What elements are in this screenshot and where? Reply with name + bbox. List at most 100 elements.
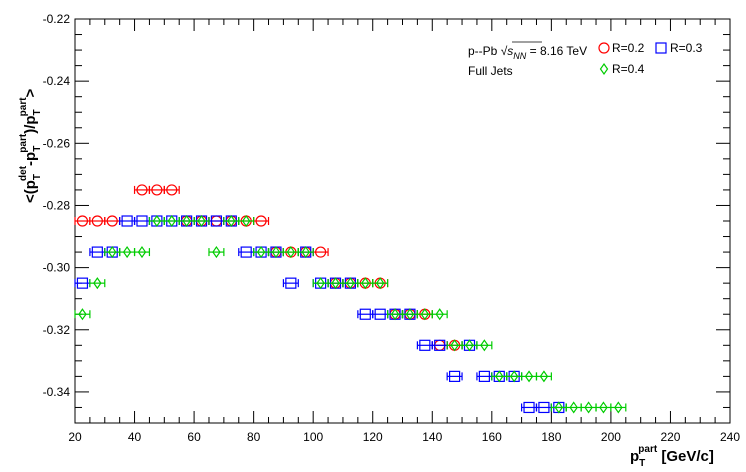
data-point [520, 401, 538, 414]
marker-diamond [480, 339, 489, 352]
x-tick-label: 240 [720, 430, 740, 444]
data-point [446, 339, 463, 352]
y-tick-label: -0.22 [43, 12, 71, 26]
data-point [580, 401, 597, 414]
data-point [535, 401, 552, 414]
x-tick-label: 100 [303, 430, 323, 444]
marker-diamond [167, 214, 176, 228]
marker-diamond [182, 214, 191, 228]
marker-square [76, 277, 89, 289]
marker-square [419, 339, 431, 351]
axis-ticks: 20 40 60 80 100 120 140 160 180 200 220 240 -0.34 -0.… [43, 12, 741, 444]
legend: R=0.2 R=0.3 R=0.4 [598, 41, 703, 76]
x-tick-label: 160 [482, 430, 502, 444]
data-point [104, 215, 121, 227]
marker-diamond [78, 308, 87, 321]
marker-diamond [435, 308, 444, 321]
data-point [416, 339, 433, 351]
data-point [74, 277, 91, 289]
x-tick-label: 220 [660, 430, 680, 444]
data-point [372, 277, 389, 290]
marker-diamond [316, 277, 325, 290]
marker-square [523, 401, 535, 414]
series-layer [74, 184, 627, 414]
data-point [297, 246, 314, 259]
marker-diamond [212, 246, 221, 259]
marker-diamond [375, 277, 385, 290]
data-point [238, 214, 255, 228]
data-point [148, 184, 165, 196]
data-point [520, 370, 538, 383]
marker-square [91, 246, 103, 258]
marker-diamond [271, 246, 281, 259]
marker-square [285, 277, 297, 289]
marker-square [121, 215, 133, 227]
data-point [595, 401, 612, 414]
data-point [208, 246, 225, 259]
annotation-jet-type: Full Jets [468, 64, 513, 78]
data-point [208, 215, 225, 227]
data-point [133, 184, 151, 196]
data-point [193, 214, 210, 228]
series-R=0.2 [74, 184, 463, 351]
marker-diamond [405, 308, 415, 321]
marker-circle [106, 215, 118, 227]
x-tick-label: 180 [541, 430, 561, 444]
marker-diamond [346, 277, 355, 290]
marker-diamond [554, 401, 564, 414]
marker-circle [166, 184, 178, 196]
marker-circle [136, 184, 148, 196]
data-point [282, 277, 299, 289]
x-axis-title: pTpart [GeV/c] [630, 444, 714, 469]
legend-label-r04: R=0.4 [612, 62, 645, 76]
marker-square [210, 215, 223, 227]
x-tick-label: 20 [68, 430, 82, 444]
marker-diamond [227, 214, 236, 228]
marker-square [136, 215, 148, 227]
marker-diamond [465, 339, 474, 352]
y-tick-label: -0.30 [43, 261, 71, 275]
marker-square [538, 401, 550, 414]
x-tick-label: 120 [363, 430, 383, 444]
data-point [238, 246, 255, 258]
data-point [312, 246, 329, 258]
marker-diamond [420, 308, 430, 321]
marker-diamond [584, 401, 593, 414]
marker-diamond [152, 214, 162, 228]
x-tick-label: 40 [128, 430, 142, 444]
marker-diamond [331, 277, 340, 290]
legend-label-r02: R=0.2 [612, 41, 645, 55]
series-R=0.4 [74, 214, 627, 414]
data-point [476, 370, 493, 382]
marker-diamond [450, 339, 459, 352]
data-point [163, 184, 180, 196]
marker-diamond [509, 370, 519, 383]
data-point [74, 215, 91, 227]
data-point [119, 246, 136, 259]
data-point [357, 277, 374, 290]
x-tick-label: 140 [422, 430, 442, 444]
data-point [416, 308, 433, 321]
x-tick-label: 60 [187, 430, 201, 444]
y-tick-label: -0.26 [43, 136, 71, 150]
data-point [431, 308, 448, 321]
marker-diamond [539, 370, 549, 383]
annotation-collision: p--Pb √sNN = 8.16 TeV [468, 44, 587, 61]
data-point [431, 339, 448, 351]
y-tick-label: -0.32 [43, 323, 71, 337]
marker-diamond [524, 370, 534, 383]
legend-label-r03: R=0.3 [670, 41, 703, 55]
data-point [372, 308, 389, 320]
y-tick-label: -0.28 [43, 198, 71, 212]
marker-diamond [599, 401, 608, 414]
x-tick-label: 200 [601, 430, 621, 444]
legend-marker-circle-icon [598, 42, 610, 54]
x-tick-label: 80 [247, 430, 261, 444]
marker-square [478, 370, 490, 382]
marker-square [240, 246, 252, 258]
marker-diamond [107, 246, 117, 259]
y-tick-label: -0.24 [43, 74, 71, 88]
data-point [535, 370, 552, 383]
marker-square [434, 339, 446, 351]
